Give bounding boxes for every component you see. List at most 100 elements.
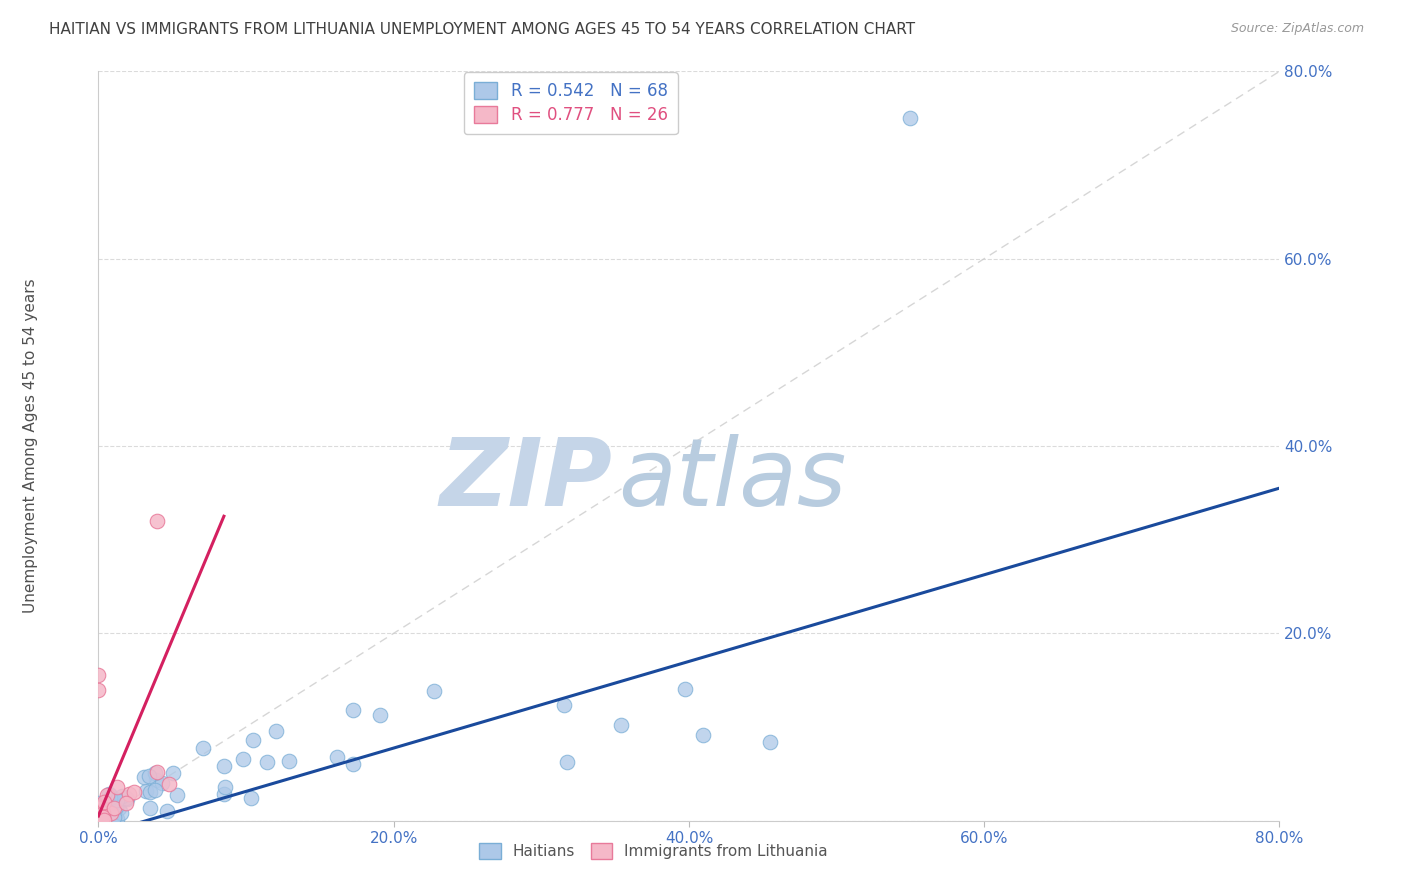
Point (105, 793, 128, 807)
Point (692, 727, 714, 741)
Point (91, 808, 114, 822)
Point (326, 750, 349, 764)
Point (105, 800, 128, 814)
Point (89, 805, 111, 819)
Point (87, 801, 110, 815)
Point (759, 735, 782, 749)
Point (90, 797, 112, 812)
Point (212, 759, 235, 773)
Point (93, 807, 115, 822)
Point (122, 785, 145, 799)
Point (256, 755, 278, 769)
Point (89, 814, 111, 828)
Point (94, 797, 117, 812)
Text: Unemployment Among Ages 45 to 54 years: Unemployment Among Ages 45 to 54 years (24, 278, 38, 614)
Text: Source: ZipAtlas.com: Source: ZipAtlas.com (1230, 22, 1364, 36)
Point (105, 813, 128, 827)
Legend: Haitians, Immigrants from Lithuania: Haitians, Immigrants from Lithuania (474, 838, 834, 865)
Point (264, 723, 287, 738)
Point (609, 717, 631, 731)
Point (553, 698, 575, 712)
Point (103, 801, 125, 815)
Point (115, 791, 138, 805)
Point (87, 796, 110, 810)
Point (423, 684, 446, 698)
Point (191, 740, 214, 755)
Point (135, 784, 157, 798)
Point (91, 805, 114, 820)
Point (90, 811, 112, 825)
Point (90, 807, 112, 822)
Point (143, 782, 166, 797)
Point (138, 769, 160, 783)
Text: ZIP: ZIP (439, 434, 612, 525)
Point (118, 788, 141, 802)
Text: atlas: atlas (619, 434, 846, 525)
Point (111, 789, 134, 803)
Point (115, 791, 138, 805)
Point (157, 777, 180, 791)
Point (87, 808, 110, 822)
Point (150, 776, 173, 790)
Point (100, 805, 122, 820)
Point (90, 799, 112, 814)
Point (555, 755, 578, 769)
Point (94, 805, 117, 820)
Point (214, 787, 236, 801)
Point (110, 805, 132, 820)
Point (675, 682, 697, 697)
Point (91, 811, 114, 825)
Point (166, 788, 188, 802)
Point (89, 799, 111, 814)
Point (89, 799, 111, 814)
Point (87, 668, 110, 682)
Point (103, 809, 125, 823)
Point (91, 803, 114, 817)
Point (134, 770, 156, 784)
Point (89, 810, 111, 824)
Point (145, 773, 167, 788)
Point (97, 787, 120, 801)
Point (93, 805, 115, 819)
Point (105, 780, 128, 794)
Point (162, 766, 184, 780)
Point (232, 752, 254, 766)
Point (93, 795, 115, 809)
Point (91, 802, 114, 816)
Point (91, 800, 114, 814)
Point (242, 733, 264, 747)
Point (100, 789, 122, 803)
Text: HAITIAN VS IMMIGRANTS FROM LITHUANIA UNEMPLOYMENT AMONG AGES 45 TO 54 YEARS CORR: HAITIAN VS IMMIGRANTS FROM LITHUANIA UNE… (49, 22, 915, 37)
Point (115, 791, 138, 805)
Point (98, 791, 121, 805)
Point (90, 807, 112, 822)
Point (214, 780, 236, 794)
Point (139, 784, 162, 798)
Point (93, 811, 115, 825)
Point (900, 112, 922, 126)
Point (143, 765, 166, 780)
Point (91, 805, 114, 819)
Point (239, 791, 262, 805)
Point (90, 801, 112, 815)
Point (156, 804, 179, 818)
Point (114, 796, 136, 810)
Point (90, 814, 112, 828)
Point (91, 810, 114, 824)
Point (138, 801, 160, 815)
Point (342, 756, 364, 771)
Point (93, 796, 115, 810)
Point (96, 799, 118, 814)
Point (89, 800, 111, 814)
Point (146, 514, 169, 528)
Point (146, 764, 169, 779)
Point (93, 813, 115, 827)
Point (278, 754, 301, 768)
Point (87, 682, 110, 697)
Point (342, 703, 364, 717)
Point (87, 805, 110, 819)
Point (96, 788, 118, 802)
Point (107, 795, 129, 809)
Point (368, 708, 391, 723)
Point (108, 800, 131, 814)
